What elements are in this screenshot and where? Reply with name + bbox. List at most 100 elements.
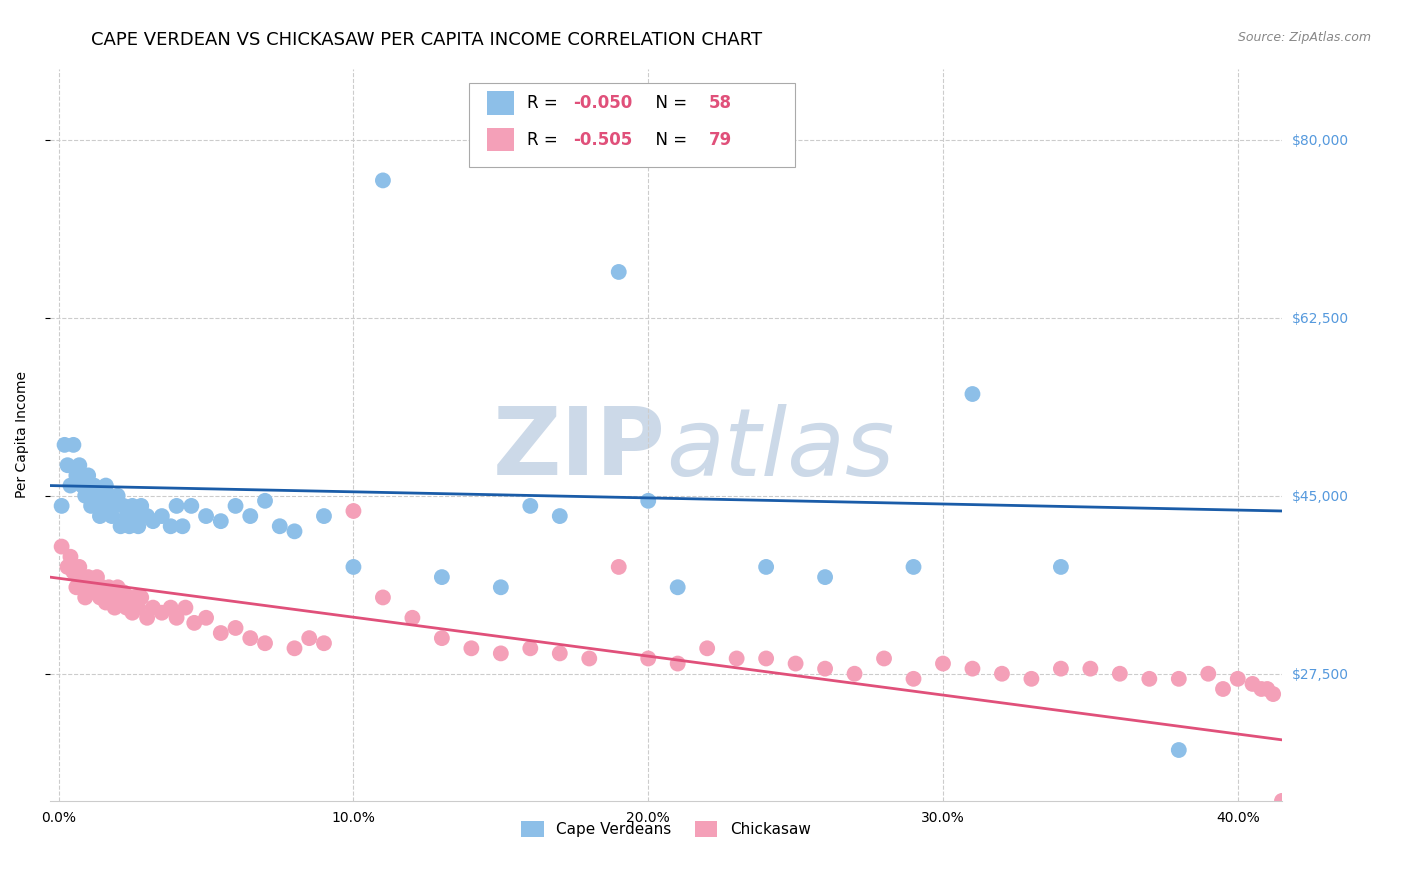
Point bbox=[107, 489, 129, 503]
Point bbox=[100, 591, 122, 605]
Point bbox=[110, 519, 132, 533]
Point bbox=[814, 662, 837, 676]
Point bbox=[180, 499, 202, 513]
Point bbox=[86, 570, 108, 584]
Point bbox=[127, 600, 149, 615]
Point bbox=[401, 611, 423, 625]
Point bbox=[607, 265, 630, 279]
Point bbox=[239, 631, 262, 645]
Point bbox=[342, 560, 364, 574]
Point bbox=[56, 458, 79, 473]
Point bbox=[269, 519, 291, 533]
Point bbox=[755, 651, 778, 665]
Text: R =: R = bbox=[527, 130, 562, 149]
Bar bbox=[488, 128, 515, 152]
Point bbox=[991, 666, 1014, 681]
Point bbox=[460, 641, 482, 656]
Point bbox=[118, 591, 141, 605]
Point bbox=[77, 468, 100, 483]
Point bbox=[86, 489, 108, 503]
Point bbox=[1167, 672, 1189, 686]
Point bbox=[83, 478, 105, 492]
Point bbox=[1167, 743, 1189, 757]
Point bbox=[94, 595, 117, 609]
Point bbox=[159, 519, 181, 533]
Point bbox=[115, 509, 138, 524]
Point bbox=[298, 631, 321, 645]
Point bbox=[112, 499, 135, 513]
Point bbox=[430, 631, 453, 645]
Point bbox=[253, 636, 276, 650]
Point bbox=[666, 657, 689, 671]
Point bbox=[1050, 662, 1073, 676]
Point bbox=[371, 591, 394, 605]
Point bbox=[814, 570, 837, 584]
Point bbox=[637, 651, 659, 665]
Text: Source: ZipAtlas.com: Source: ZipAtlas.com bbox=[1237, 31, 1371, 45]
Point bbox=[489, 647, 512, 661]
Point bbox=[104, 499, 127, 513]
FancyBboxPatch shape bbox=[468, 83, 796, 168]
Text: atlas: atlas bbox=[666, 404, 894, 495]
Point bbox=[1197, 666, 1219, 681]
Point bbox=[136, 509, 159, 524]
Point bbox=[283, 524, 305, 539]
Point bbox=[124, 591, 146, 605]
Point bbox=[578, 651, 600, 665]
Point bbox=[94, 478, 117, 492]
Point bbox=[51, 540, 73, 554]
Point bbox=[142, 514, 165, 528]
Point bbox=[1226, 672, 1249, 686]
Text: 58: 58 bbox=[709, 94, 733, 112]
Point bbox=[225, 621, 247, 635]
Point bbox=[172, 519, 194, 533]
Point bbox=[371, 173, 394, 187]
Bar bbox=[488, 91, 515, 115]
Point bbox=[136, 611, 159, 625]
Point bbox=[110, 595, 132, 609]
Text: -0.050: -0.050 bbox=[574, 94, 633, 112]
Point bbox=[115, 600, 138, 615]
Point bbox=[932, 657, 955, 671]
Point bbox=[124, 509, 146, 524]
Text: N =: N = bbox=[645, 130, 692, 149]
Point bbox=[1080, 662, 1102, 676]
Point bbox=[1261, 687, 1284, 701]
Point bbox=[785, 657, 807, 671]
Point bbox=[89, 591, 111, 605]
Point bbox=[637, 493, 659, 508]
Point bbox=[607, 560, 630, 574]
Point bbox=[342, 504, 364, 518]
Point bbox=[104, 600, 127, 615]
Point bbox=[65, 468, 87, 483]
Y-axis label: Per Capita Income: Per Capita Income bbox=[15, 371, 30, 499]
Point bbox=[97, 580, 120, 594]
Point bbox=[519, 641, 541, 656]
Text: N =: N = bbox=[645, 94, 692, 112]
Point bbox=[312, 636, 335, 650]
Legend: Cape Verdeans, Chickasaw: Cape Verdeans, Chickasaw bbox=[513, 814, 818, 845]
Text: R =: R = bbox=[527, 94, 562, 112]
Point bbox=[1021, 672, 1043, 686]
Point bbox=[80, 580, 103, 594]
Point bbox=[159, 600, 181, 615]
Point bbox=[56, 560, 79, 574]
Point bbox=[312, 509, 335, 524]
Point bbox=[1271, 794, 1294, 808]
Point bbox=[1250, 681, 1272, 696]
Point bbox=[72, 575, 94, 590]
Text: CAPE VERDEAN VS CHICKASAW PER CAPITA INCOME CORRELATION CHART: CAPE VERDEAN VS CHICKASAW PER CAPITA INC… bbox=[91, 31, 762, 49]
Point bbox=[548, 509, 571, 524]
Point bbox=[67, 560, 90, 574]
Point bbox=[91, 580, 114, 594]
Point bbox=[903, 560, 925, 574]
Point bbox=[166, 499, 188, 513]
Point bbox=[107, 580, 129, 594]
Point bbox=[1137, 672, 1160, 686]
Point bbox=[174, 600, 197, 615]
Point bbox=[75, 489, 97, 503]
Point bbox=[844, 666, 866, 681]
Point bbox=[91, 499, 114, 513]
Point bbox=[59, 478, 82, 492]
Point bbox=[1212, 681, 1234, 696]
